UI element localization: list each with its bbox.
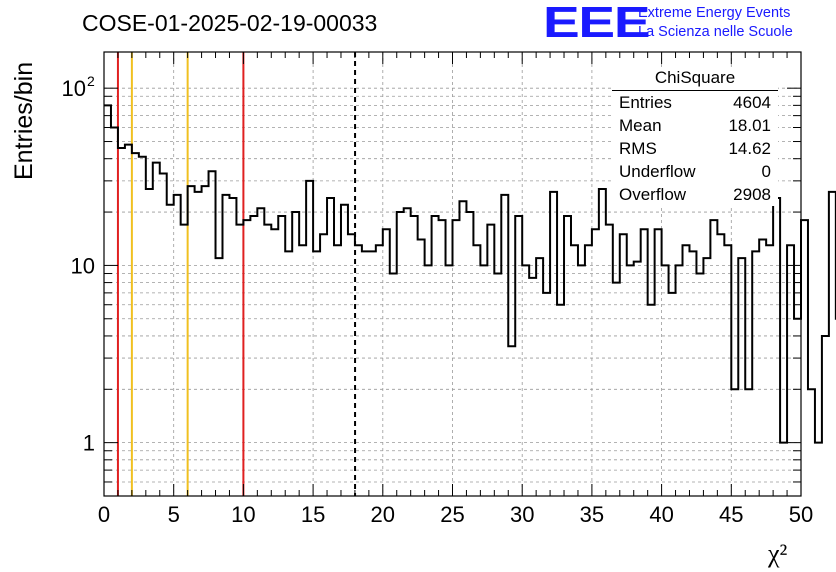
x-tick-label: 25 [440, 502, 464, 527]
x-tick-label: 30 [510, 502, 534, 527]
logo-letters: EEE [543, 0, 651, 47]
x-tick-label: 15 [301, 502, 325, 527]
logo-text-line2: La Scienza nelle Scuole [638, 24, 793, 40]
stats-value: 18.01 [728, 116, 771, 135]
x-tick-label: 35 [580, 502, 604, 527]
x-tick-label: 40 [649, 502, 673, 527]
x-tick-label: 5 [168, 502, 180, 527]
stats-label: Underflow [619, 162, 696, 181]
stats-label: Mean [619, 116, 662, 135]
y-tick-label: 10 [71, 253, 95, 278]
stats-label: Entries [619, 93, 672, 112]
y-tick-label: 1 [83, 431, 95, 456]
eee-logo: EEE Extreme Energy Events La Scienza nel… [543, 0, 833, 48]
stats-row-overflow: Overflow 2908 [619, 185, 771, 207]
y-axis-label: Entries/bin [10, 62, 38, 180]
logo-text-line1: Extreme Energy Events [638, 5, 791, 21]
y-tick-exponent: 2 [87, 73, 95, 89]
stats-value: 0 [761, 162, 771, 181]
histogram-series [104, 104, 836, 444]
stats-row-rms: RMS 14.62 [619, 139, 771, 161]
page-title: COSE-01-2025-02-19-00033 [82, 10, 378, 36]
x-tick-label: 10 [231, 502, 255, 527]
stats-value: 4604 [733, 93, 771, 112]
x-tick-label: 20 [371, 502, 395, 527]
stats-title: ChiSquare [654, 68, 736, 87]
stats-row-underflow: Underflow 0 [619, 162, 771, 184]
stats-box: ChiSquare Entries 4604 Mean 18.01 RMS 14… [612, 68, 778, 206]
stats-label: Overflow [619, 185, 687, 204]
x-tick-label: 0 [98, 502, 110, 527]
stats-label: RMS [619, 139, 657, 158]
x-axis-label: χ² [767, 539, 788, 568]
stats-row-mean: Mean 18.01 [619, 116, 771, 138]
stats-divider [612, 90, 778, 91]
stats-value: 2908 [733, 185, 771, 204]
grid-lines [104, 52, 801, 496]
stats-row-entries: Entries 4604 [619, 93, 771, 115]
x-tick-label: 50 [789, 502, 813, 527]
axis-ticks [103, 52, 802, 496]
y-tick-label: 10 [62, 76, 86, 101]
stats-value: 14.62 [728, 139, 771, 158]
x-tick-label: 45 [719, 502, 743, 527]
reference-lines [116, 52, 357, 496]
